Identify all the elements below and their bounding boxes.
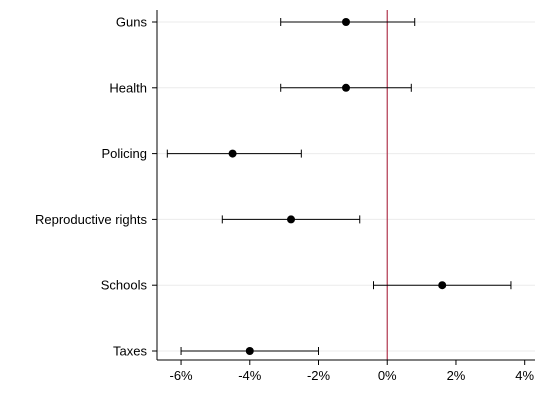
axes: [152, 10, 535, 365]
category-label: Taxes: [113, 344, 147, 359]
x-tick-label: 0%: [378, 368, 397, 383]
point-estimate: [438, 281, 447, 290]
x-tick-label: -6%: [169, 368, 193, 383]
x-tick-label: 4%: [515, 368, 534, 383]
x-tick-label: -4%: [238, 368, 262, 383]
category-label: Schools: [101, 278, 148, 293]
category-label: Health: [109, 80, 147, 95]
point-estimate: [228, 149, 237, 158]
category-label: Reproductive rights: [35, 212, 147, 227]
data-marks: [166, 18, 512, 355]
grid-lines: [157, 21, 535, 352]
x-tick-label: 2%: [447, 368, 466, 383]
category-label: Policing: [101, 146, 147, 161]
point-estimate: [287, 215, 296, 224]
point-estimate: [245, 347, 254, 355]
x-tick-label: -2%: [307, 368, 331, 383]
axis-labels: Guns Health Policing Reproductive rights Sch…: [35, 15, 535, 384]
point-estimate: [342, 18, 350, 26]
category-label: Guns: [116, 15, 148, 30]
point-estimate: [342, 83, 350, 92]
